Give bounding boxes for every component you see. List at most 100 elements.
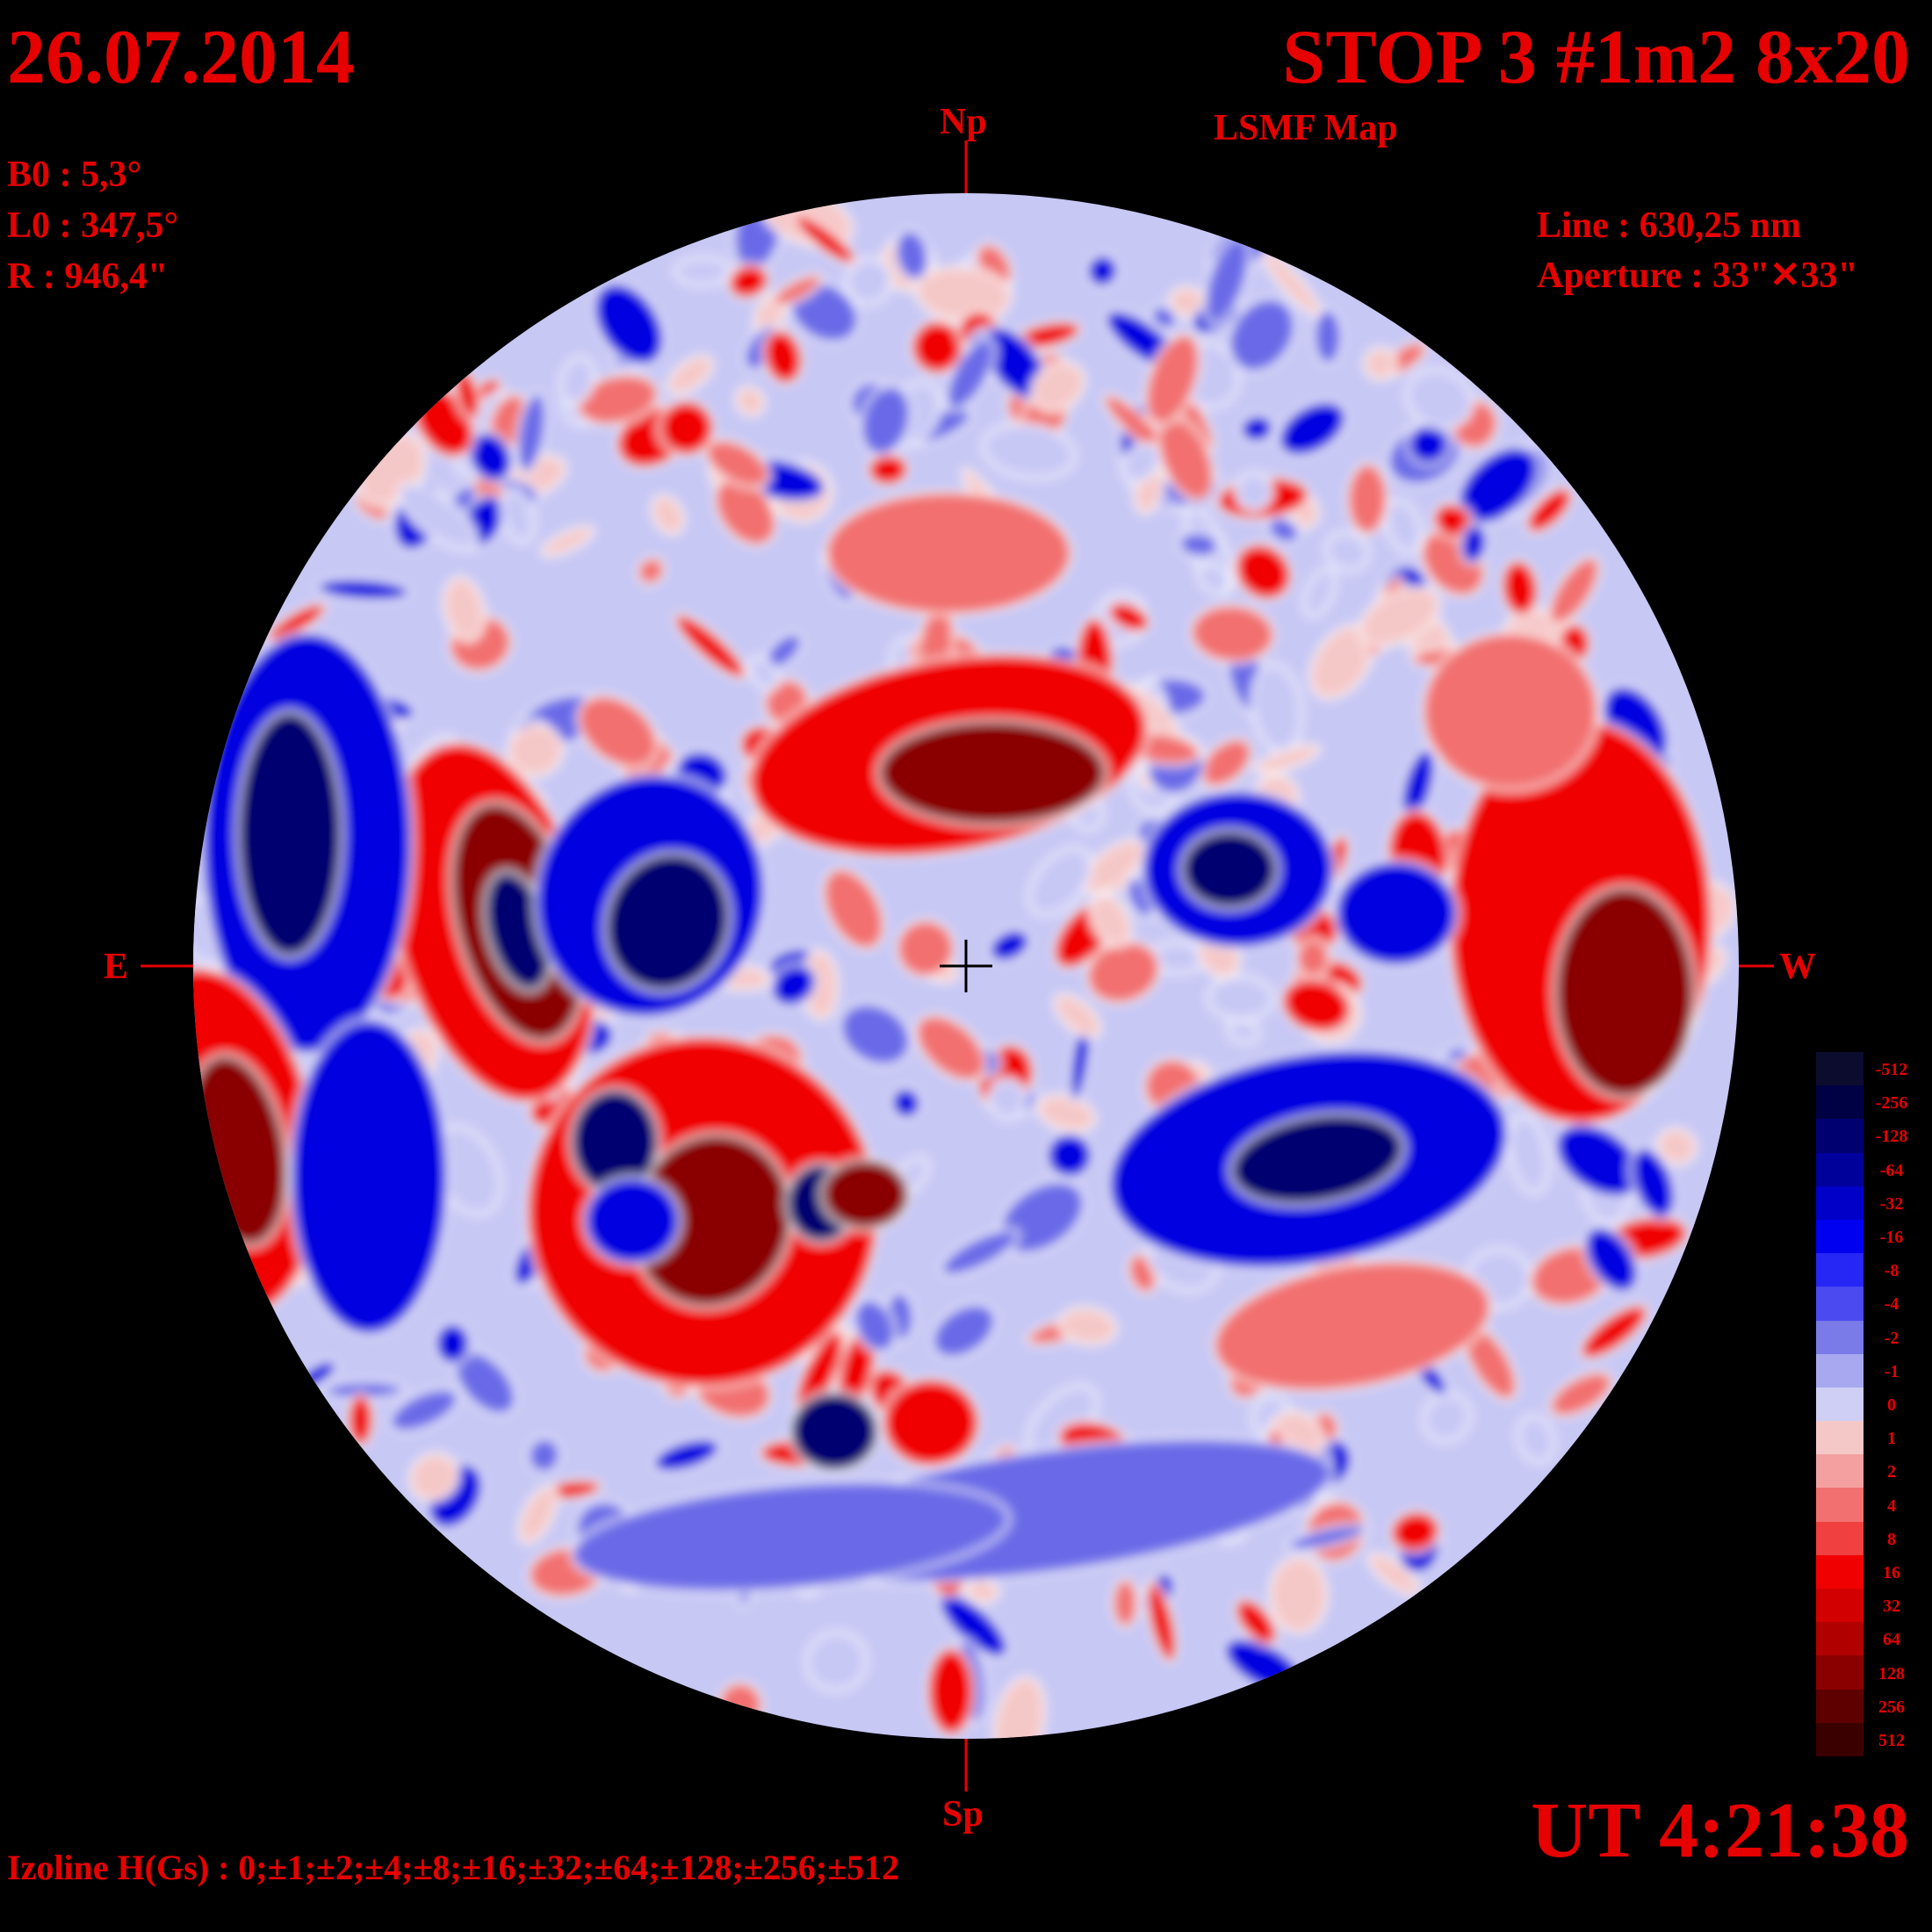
field-region [1548, 1370, 1614, 1418]
field-region [652, 1437, 722, 1474]
field-region [1027, 846, 1092, 917]
map-subtitle: LSMF Map [1214, 108, 1398, 148]
map-title: STOP 3 #1m2 8x20 [1282, 15, 1910, 100]
field-region [397, 482, 479, 551]
scale-label: 32 [1883, 1597, 1900, 1617]
field-region [575, 372, 660, 427]
field-region [674, 256, 732, 287]
field-region [821, 867, 885, 951]
field-region [881, 1377, 981, 1468]
scale-segment [1816, 1655, 1864, 1690]
field-region [673, 612, 747, 681]
field-region [666, 354, 715, 396]
field-region [1177, 530, 1221, 559]
field-region [1582, 1225, 1640, 1294]
field-region [1212, 1259, 1493, 1393]
scale-segment [1816, 1589, 1864, 1623]
b0-param: B0 : 5,3° [7, 155, 142, 195]
scale-segment [1816, 1521, 1864, 1555]
izoline-levels: Izoline H(Gs) : 0;±1;±2;±4;±8;±16;±32;±6… [7, 1848, 900, 1887]
field-region [703, 438, 771, 489]
center-crosshair [940, 940, 992, 992]
field-region [852, 1297, 898, 1354]
field-region [1111, 1577, 1140, 1629]
field-region [1179, 828, 1280, 911]
field-region [1579, 1303, 1649, 1360]
field-region [314, 577, 412, 602]
scale-label: -128 [1875, 1127, 1908, 1147]
field-region [1030, 360, 1086, 413]
field-region [890, 1086, 923, 1121]
scale-label: 4 [1887, 1496, 1896, 1516]
field-region [1459, 522, 1489, 566]
field-region [914, 1013, 988, 1083]
field-region [987, 1078, 1027, 1121]
date-label: 26.07.2014 [7, 15, 355, 100]
scale-label: -16 [1879, 1228, 1904, 1248]
field-region [657, 399, 716, 458]
field-region [466, 430, 515, 484]
scale-segment [1816, 1353, 1864, 1388]
scale-label: -64 [1879, 1160, 1904, 1180]
scale-segment [1816, 1722, 1864, 1756]
field-region [1312, 307, 1344, 366]
field-region [265, 602, 328, 644]
scale-segment [1816, 1387, 1864, 1422]
field-region [1085, 253, 1120, 289]
field-region [839, 1001, 912, 1067]
field-region [1045, 1131, 1094, 1180]
field-region [388, 1387, 460, 1434]
field-region [1234, 471, 1273, 512]
scale-segment [1816, 1052, 1864, 1086]
field-region [939, 1228, 1020, 1278]
scale-segment [1816, 1320, 1864, 1354]
field-region [1234, 1597, 1279, 1647]
field-region [1525, 487, 1574, 535]
field-region [515, 391, 548, 475]
scale-label: -256 [1875, 1093, 1908, 1114]
scale-segment [1816, 1119, 1864, 1153]
scale-label: 64 [1883, 1630, 1900, 1650]
field-region [981, 422, 1077, 480]
field-region [926, 1646, 977, 1737]
field-region [1294, 936, 1331, 979]
field-region [747, 655, 780, 692]
field-region [1196, 562, 1230, 595]
scale-label: 512 [1878, 1730, 1905, 1750]
field-region [1149, 304, 1179, 332]
scale-label: -4 [1884, 1294, 1900, 1315]
field-region [1189, 603, 1276, 664]
field-region [1507, 1114, 1550, 1195]
field-region [288, 1017, 450, 1337]
radius-param: R : 946,4" [7, 256, 169, 297]
scale-label: -2 [1884, 1328, 1900, 1348]
field-region [991, 1675, 1047, 1739]
field-region [1553, 885, 1697, 1099]
ut-time: UT 4:21:38 [1531, 1787, 1909, 1874]
scale-label: 0 [1887, 1395, 1896, 1415]
field-region [1345, 462, 1389, 537]
scale-segment [1816, 1152, 1864, 1186]
field-region [713, 475, 778, 547]
scale-segment [1816, 1689, 1864, 1723]
color-scale-bar [1816, 1052, 1864, 1756]
field-region [1206, 975, 1275, 1022]
field-region [769, 962, 818, 1008]
south-pole-label: Sp [942, 1794, 984, 1835]
field-region [442, 575, 487, 643]
axis-ticks [141, 141, 1774, 1791]
field-region [346, 1392, 375, 1447]
field-region [895, 919, 956, 979]
l0-param: L0 : 347,5° [7, 205, 179, 246]
field-region [866, 452, 910, 487]
field-region [1265, 515, 1301, 545]
field-region [559, 356, 596, 406]
field-region [636, 556, 667, 586]
field-region [582, 1175, 682, 1266]
field-region [1301, 567, 1337, 618]
field-region [804, 1630, 869, 1692]
field-region [789, 1390, 880, 1473]
field-region [592, 281, 666, 367]
field-region [987, 927, 1032, 963]
field-region [1389, 1510, 1441, 1554]
